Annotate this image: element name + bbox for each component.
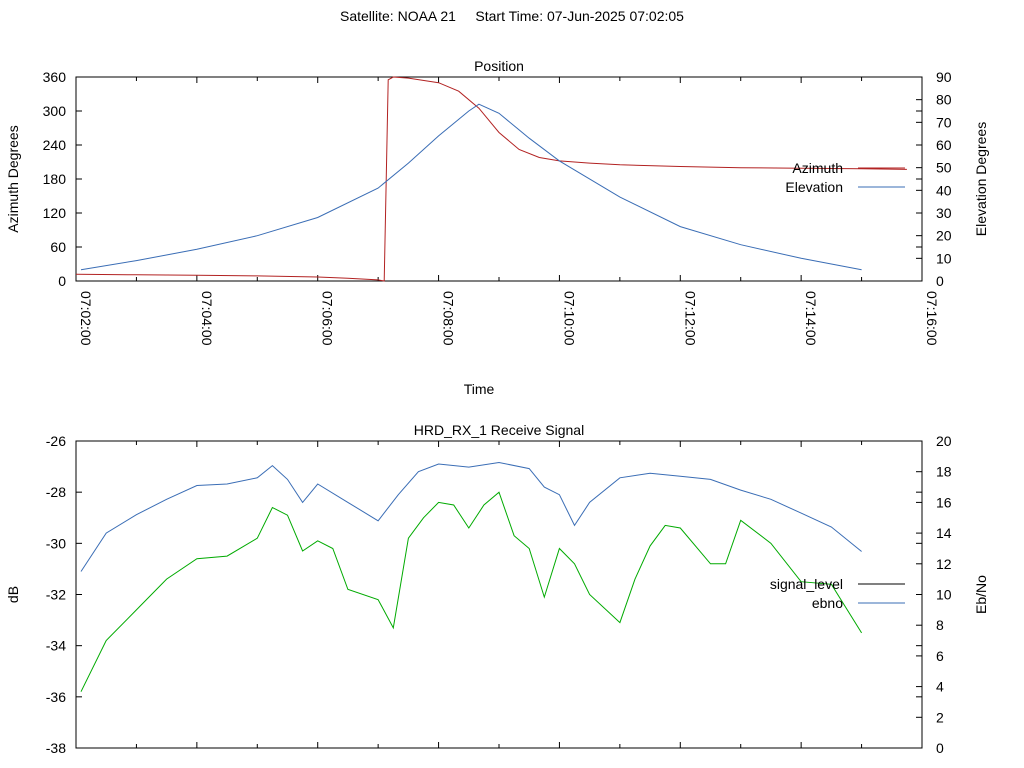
- y-tick-label: -30: [46, 535, 66, 551]
- legend-label: Elevation: [785, 179, 843, 195]
- position-chart: Position 0 60 120 180 240 300 360 0 10 20 30 40 50 60 7…: [5, 58, 989, 397]
- y2-axis-label: Eb/No: [973, 575, 989, 614]
- y2-tick-label: 50: [936, 160, 952, 176]
- receive-signal-chart: HRD_RX_1 Receive Signal -38 -36 -34 -32 -30 -2…: [5, 422, 989, 756]
- x-tick-label: 07:10:00: [561, 291, 577, 346]
- series-line-signal-level: [80, 491, 863, 692]
- y2-tick-label: 90: [936, 69, 952, 85]
- y-tick-label: -26: [46, 433, 66, 449]
- y-axis-label: dB: [5, 586, 21, 603]
- y2-tick-label: 10: [936, 587, 952, 603]
- y2-tick-label: 12: [936, 556, 952, 572]
- y-tick-label: 240: [43, 137, 67, 153]
- y2-tick-label: 30: [936, 205, 952, 221]
- chart-title: Position: [474, 58, 524, 74]
- legend-label: Azimuth: [792, 160, 843, 176]
- page-title: Satellite: NOAA 21 Start Time: 07-Jun-20…: [340, 8, 684, 24]
- y2-axis-label: Elevation Degrees: [973, 122, 989, 236]
- legend-label: ebno: [812, 595, 843, 611]
- x-tick-label: 07:08:00: [441, 291, 457, 346]
- x-tick-label: 07:12:00: [682, 291, 698, 346]
- y-tick-label: -32: [46, 587, 66, 603]
- x-tick-label: 07:02:00: [78, 291, 94, 346]
- y2-tick-label: 20: [936, 228, 952, 244]
- y2-tick-label: 2: [936, 709, 944, 725]
- y-tick-label: 300: [43, 103, 67, 119]
- series-line-azimuth: [75, 76, 907, 282]
- y-tick-label: 120: [43, 205, 67, 221]
- legend-label: signal_level: [770, 576, 843, 592]
- y2-tick-label: 20: [936, 433, 952, 449]
- x-tick-label: 07:16:00: [924, 291, 940, 346]
- y2-tick-label: 70: [936, 114, 952, 130]
- y2-tick-label: 18: [936, 464, 952, 480]
- y2-tick-label: 10: [936, 250, 952, 266]
- y2-tick-label: 16: [936, 494, 952, 510]
- series-line-elevation: [80, 103, 862, 271]
- x-tick-label: 07:04:00: [199, 291, 215, 346]
- x-tick-label: 07:14:00: [803, 291, 819, 346]
- y-tick-label: -38: [46, 740, 66, 756]
- y2-tick-label: 40: [936, 182, 952, 198]
- y-tick-label: 180: [43, 171, 67, 187]
- y2-tick-label: 4: [936, 679, 944, 695]
- y2-tick-label: 14: [936, 525, 952, 541]
- y-axis-label: Azimuth Degrees: [5, 125, 21, 232]
- y2-tick-label: 6: [936, 648, 944, 664]
- x-axis-label: Time: [464, 381, 495, 397]
- y2-tick-label: 0: [936, 740, 944, 756]
- series-line-ebno: [80, 461, 862, 572]
- y-tick-label: -34: [46, 638, 66, 654]
- y2-tick-label: 80: [936, 92, 952, 108]
- x-tick-label: 07:06:00: [320, 291, 336, 346]
- y2-tick-label: 60: [936, 137, 952, 153]
- y-tick-label: 360: [43, 69, 67, 85]
- y-tick-label: 60: [50, 239, 66, 255]
- y-tick-label: 0: [58, 273, 66, 289]
- y-tick-label: -36: [46, 689, 66, 705]
- y2-tick-label: 0: [936, 273, 944, 289]
- y-tick-label: -28: [46, 484, 66, 500]
- chart-title: HRD_RX_1 Receive Signal: [414, 422, 584, 438]
- y2-tick-label: 8: [936, 617, 944, 633]
- plot-frame: [75, 440, 923, 749]
